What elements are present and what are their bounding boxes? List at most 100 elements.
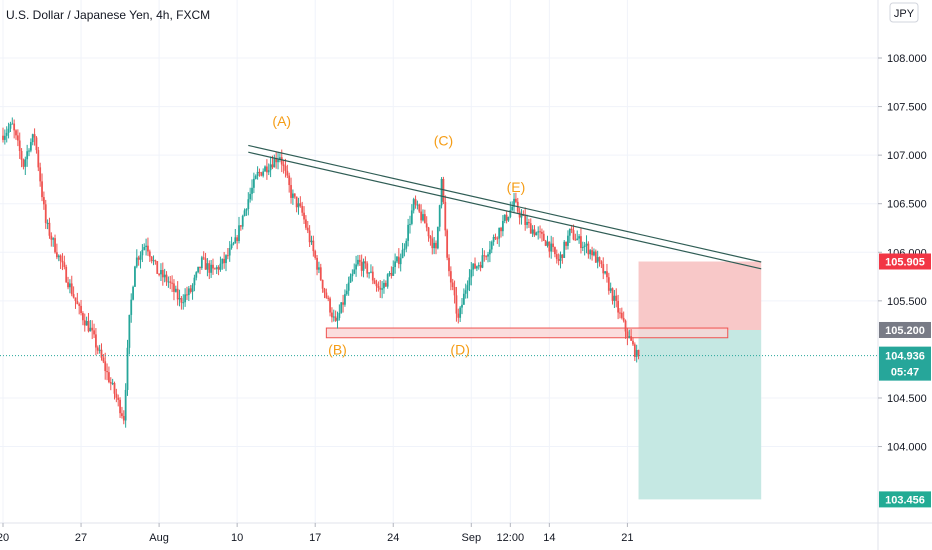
time-tick-label: 12:00 bbox=[497, 532, 525, 544]
candle-body bbox=[286, 170, 289, 176]
candle-body bbox=[448, 257, 450, 272]
candle bbox=[135, 249, 138, 269]
candle-body bbox=[604, 271, 606, 274]
candle bbox=[20, 148, 23, 168]
candle-body bbox=[594, 251, 597, 263]
candle-body bbox=[329, 298, 331, 313]
candle bbox=[199, 266, 201, 275]
candle-body bbox=[498, 227, 501, 239]
candle bbox=[364, 256, 367, 269]
last-price-tag-bg bbox=[879, 346, 931, 381]
candle-body bbox=[340, 302, 343, 313]
price-tags: 105.905 105.200 103.456 104.936 05:47 bbox=[879, 253, 931, 508]
candle bbox=[69, 279, 71, 294]
candle bbox=[474, 257, 476, 270]
candle bbox=[444, 195, 447, 237]
candle-body bbox=[552, 243, 554, 248]
candle bbox=[628, 329, 631, 339]
candle bbox=[3, 129, 6, 145]
candle-body bbox=[620, 312, 623, 318]
candle bbox=[141, 244, 144, 263]
candle-body bbox=[169, 281, 172, 283]
candle bbox=[108, 366, 110, 384]
candle bbox=[18, 132, 21, 159]
candle-body bbox=[477, 265, 480, 267]
candle-body bbox=[559, 254, 562, 261]
candle-body bbox=[290, 185, 292, 198]
candle-body bbox=[503, 214, 506, 221]
candle-body bbox=[580, 236, 582, 248]
candle-body bbox=[44, 204, 47, 223]
currency-button[interactable]: JPY bbox=[889, 2, 919, 23]
candle bbox=[632, 337, 634, 346]
candle-body bbox=[221, 258, 224, 264]
candle bbox=[488, 240, 491, 263]
price-tick-label: 104.000 bbox=[887, 442, 927, 454]
candle bbox=[184, 288, 187, 307]
candle-body bbox=[91, 327, 94, 331]
candle bbox=[321, 279, 324, 293]
candle-body bbox=[48, 222, 51, 236]
candle-body bbox=[117, 397, 120, 400]
candle-body bbox=[280, 157, 283, 165]
candle-body bbox=[275, 158, 278, 163]
candle bbox=[128, 314, 131, 355]
candle-body bbox=[568, 228, 571, 236]
wave-labels: (A) (B) (C) (D) (E) bbox=[272, 113, 525, 357]
candle-body bbox=[213, 268, 216, 270]
candle bbox=[154, 259, 157, 265]
candle-body bbox=[368, 272, 370, 274]
candle bbox=[148, 249, 151, 262]
candle bbox=[567, 230, 569, 250]
chart-title: U.S. Dollar / Japanese Yen, 4h, FXCM bbox=[6, 8, 210, 22]
candle bbox=[581, 241, 584, 252]
candle bbox=[619, 308, 621, 319]
candle bbox=[42, 191, 45, 210]
candle bbox=[498, 227, 501, 247]
candle bbox=[113, 381, 116, 400]
candle bbox=[329, 296, 331, 317]
candle bbox=[256, 166, 259, 180]
candle-body bbox=[414, 199, 417, 205]
candle-body bbox=[197, 266, 200, 273]
candle-body bbox=[228, 248, 231, 256]
candle-body bbox=[126, 347, 129, 390]
candle bbox=[228, 241, 231, 262]
candle-body bbox=[526, 221, 528, 225]
candle bbox=[212, 258, 214, 275]
candle bbox=[163, 268, 166, 283]
candle bbox=[262, 168, 265, 178]
candle bbox=[2, 127, 4, 143]
candle bbox=[591, 246, 593, 261]
candle bbox=[249, 187, 252, 203]
candle bbox=[16, 129, 19, 147]
candle-body bbox=[529, 223, 532, 234]
candle-body bbox=[82, 313, 84, 321]
candle-body bbox=[292, 193, 294, 198]
candle bbox=[583, 241, 586, 256]
candle bbox=[171, 275, 174, 293]
candle-body bbox=[379, 287, 382, 290]
candle bbox=[607, 272, 610, 295]
price-tick-label: 106.500 bbox=[887, 199, 927, 211]
candle bbox=[587, 241, 590, 259]
candle bbox=[54, 234, 56, 254]
candle bbox=[580, 228, 582, 254]
candle-body bbox=[487, 254, 489, 257]
last-price-tag: 104.936 05:47 bbox=[879, 346, 931, 381]
candle bbox=[57, 254, 60, 262]
candle-body bbox=[187, 288, 190, 296]
candle bbox=[518, 207, 521, 225]
candle-body bbox=[236, 237, 239, 242]
candle-body bbox=[282, 164, 285, 167]
candle bbox=[509, 201, 512, 219]
candle-body bbox=[202, 257, 205, 259]
candle-body bbox=[637, 349, 640, 356]
candle-body bbox=[349, 276, 352, 283]
candle bbox=[472, 263, 475, 277]
candle bbox=[409, 215, 411, 234]
candle bbox=[15, 129, 17, 140]
candle bbox=[563, 240, 566, 259]
